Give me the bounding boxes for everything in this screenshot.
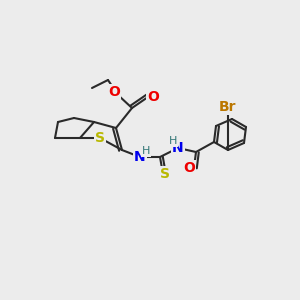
Text: H: H xyxy=(142,146,150,156)
Text: S: S xyxy=(95,131,105,145)
Text: O: O xyxy=(183,161,195,175)
Text: Br: Br xyxy=(219,100,237,114)
Text: O: O xyxy=(147,90,159,104)
Text: N: N xyxy=(172,141,184,155)
Text: H: H xyxy=(169,136,177,146)
Text: N: N xyxy=(134,150,146,164)
Text: O: O xyxy=(108,85,120,99)
Text: S: S xyxy=(160,167,170,181)
